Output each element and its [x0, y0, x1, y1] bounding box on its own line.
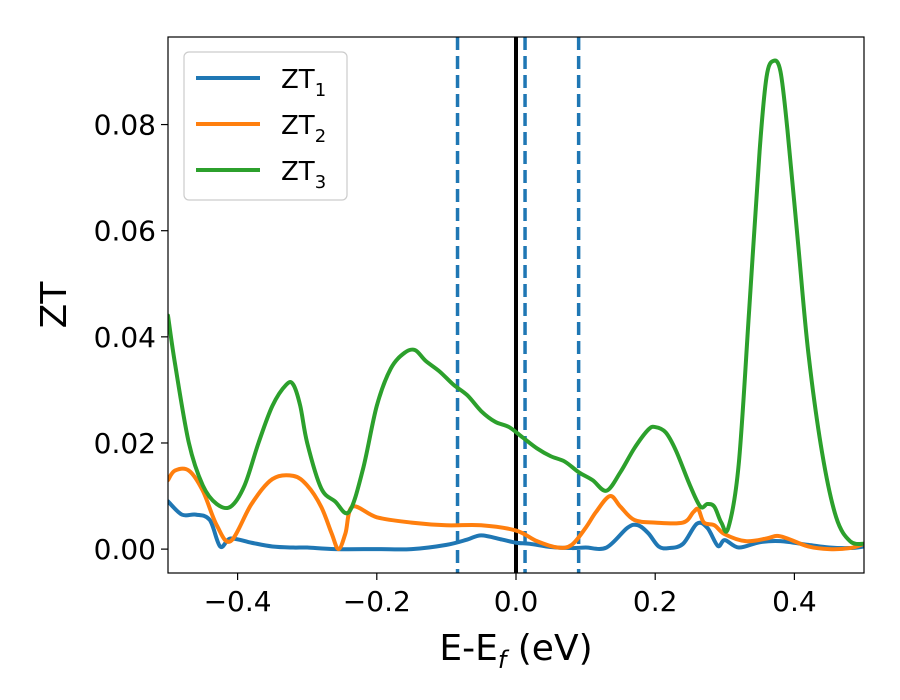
series-line-zt3: [168, 58, 864, 546]
legend-label-zt2: ZT2: [281, 111, 326, 147]
legend-box: [183, 51, 348, 201]
x-tick-label: 0.0: [494, 585, 539, 618]
x-tick-label: −0.2: [343, 585, 411, 618]
y-tick-label: 0.06: [94, 215, 156, 248]
x-tick-label: −0.4: [204, 585, 272, 618]
series-line-zt2: [168, 466, 864, 552]
legend: ZT1 ZT2 ZT3: [183, 51, 348, 201]
y-tick-label: 0.08: [94, 109, 156, 142]
y-axis-ticks: 0.00 0.02 0.04 0.06 0.08: [94, 109, 168, 566]
x-tick-label: 0.2: [633, 585, 678, 618]
x-axis-ticks: −0.4 −0.2 0.0 0.2 0.4: [204, 573, 817, 618]
x-axis-label-unit: (eV): [506, 628, 592, 669]
x-axis-label-main: E-E: [439, 628, 497, 669]
legend-items: ZT1 ZT2 ZT3: [196, 65, 326, 193]
y-tick-label: 0.00: [94, 533, 156, 566]
y-tick-label: 0.04: [94, 321, 156, 354]
x-tick-label: 0.4: [772, 585, 817, 618]
y-tick-label: 0.02: [94, 427, 156, 460]
series-lines: [168, 58, 864, 552]
legend-label-zt3: ZT3: [281, 157, 326, 193]
x-axis-label: E-Ef (eV): [439, 628, 592, 674]
legend-label-zt1: ZT1: [281, 65, 326, 101]
reference-lines: [455, 37, 581, 573]
y-axis-label: ZT: [34, 281, 75, 329]
